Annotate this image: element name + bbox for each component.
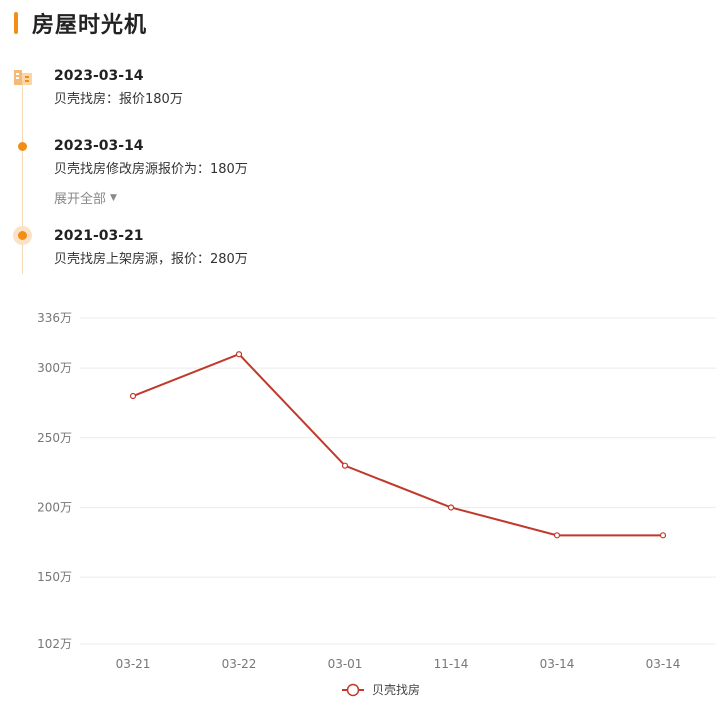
series-line: [132, 353, 663, 537]
x-tick-label: 03-22: [222, 657, 257, 671]
timeline-event: 2021-03-21 贝壳找房上架房源，报价：280万: [54, 226, 248, 270]
data-point: [235, 351, 243, 358]
y-tick-label: 336万: [37, 311, 72, 325]
event-desc: 贝壳找房修改房源报价为：180万: [54, 162, 248, 177]
data-point: [129, 392, 137, 400]
data-point: [447, 504, 455, 511]
event-date: 2023-03-14: [54, 138, 144, 154]
timeline-event: 2023-03-14 贝壳找房修改房源报价为：180万: [54, 136, 248, 180]
price-line-chart: 102万 150万 200万 250万 300万 336万 03-21 03-22 03-01 1…: [37, 311, 716, 697]
header-accent-bar: [14, 12, 18, 34]
timeline-dot: [18, 142, 27, 151]
y-tick-label: 102万: [37, 637, 72, 651]
expand-all-button[interactable]: 展开全部 ▼: [54, 188, 117, 207]
data-point: [341, 462, 349, 469]
event-desc: 贝壳找房上架房源，报价：280万: [54, 252, 248, 267]
timeline: 2023-03-14 贝壳找房：报价180万 2023-03-14 贝壳找房修改…: [0, 60, 720, 280]
timeline-line: [22, 82, 23, 274]
caret-down-icon: ▼: [110, 192, 117, 203]
legend-marker: [346, 683, 360, 697]
page-title: 房屋时光机: [32, 13, 148, 38]
x-tick-label: 11-14: [434, 657, 469, 671]
y-tick-label: 150万: [37, 570, 72, 584]
x-tick-label: 03-01: [328, 657, 363, 671]
event-date: 2023-03-14: [54, 68, 144, 84]
timeline-event: 2023-03-14 贝壳找房：报价180万: [54, 66, 183, 110]
y-tick-label: 250万: [37, 431, 72, 445]
section-header: 房屋时光机: [14, 8, 147, 38]
house-icon: [14, 70, 32, 85]
legend-label: 贝壳找房: [372, 682, 420, 697]
y-tick-label: 200万: [37, 500, 72, 514]
timeline-dot-current: [18, 231, 27, 240]
event-date: 2021-03-21: [54, 228, 144, 244]
event-desc: 贝壳找房：报价180万: [54, 92, 183, 107]
x-tick-label: 03-14: [646, 657, 681, 671]
x-tick-label: 03-21: [116, 657, 151, 671]
data-point: [553, 532, 561, 539]
data-point: [659, 532, 667, 539]
expand-all-label: 展开全部: [54, 192, 107, 207]
x-tick-label: 03-14: [540, 657, 575, 671]
y-tick-label: 300万: [37, 361, 72, 375]
